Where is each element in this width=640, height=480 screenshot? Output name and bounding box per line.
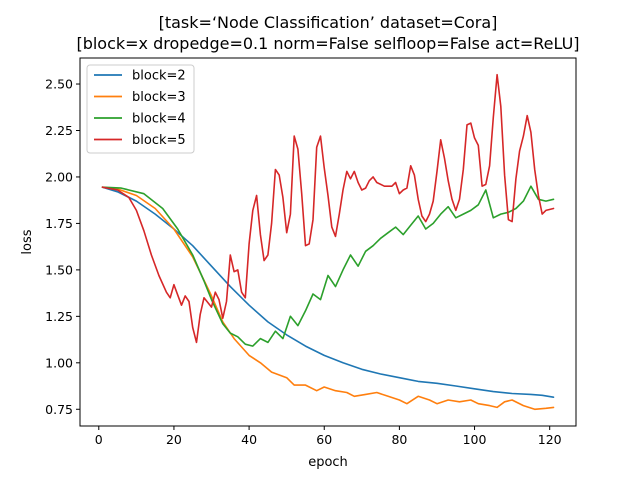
x-tick-label: 0 <box>95 432 103 447</box>
y-tick-label: 2.00 <box>45 169 73 184</box>
plot-frame <box>79 57 577 427</box>
series-line-block-2 <box>101 186 555 398</box>
y-tick-label: 1.00 <box>45 355 73 370</box>
y-tick-label: 2.25 <box>45 123 73 138</box>
y-axis-ticks: 0.75 1.00 1.25 1.50 1.75 2.00 2.25 2.50 <box>45 77 80 417</box>
series-line-block-5 <box>101 73 555 344</box>
chart-title: [task=‘Node Classification’ dataset=Cora… <box>159 13 498 32</box>
y-axis-label: loss <box>20 229 35 254</box>
x-tick-label: 80 <box>391 432 407 447</box>
chart-subtitle: [block=x dropedge=0.1 norm=False selfloo… <box>76 34 579 53</box>
x-tick-label: 40 <box>241 432 257 447</box>
legend: block=2 block=3 block=4 block=5 <box>86 64 195 154</box>
y-tick-label: 0.75 <box>45 402 73 417</box>
x-tick-label: 20 <box>166 432 182 447</box>
series-line-block-3 <box>101 186 555 411</box>
legend-box <box>86 64 195 154</box>
y-tick-label: 1.50 <box>45 262 73 277</box>
legend-label: block=4 <box>132 112 186 127</box>
x-tick-label: 120 <box>538 432 562 447</box>
series-line-block-4 <box>101 185 555 347</box>
legend-label: block=5 <box>132 133 186 148</box>
x-tick-label: 100 <box>463 432 487 447</box>
x-axis-label: epoch <box>308 455 348 470</box>
x-tick-label: 60 <box>316 432 332 447</box>
x-axis-ticks: 0 20 40 60 80 100 120 <box>95 426 562 447</box>
y-tick-label: 2.50 <box>45 77 73 92</box>
legend-label: block=2 <box>132 69 186 84</box>
y-tick-label: 1.75 <box>45 216 73 231</box>
legend-label: block=3 <box>132 90 186 105</box>
y-tick-label: 1.25 <box>45 309 73 324</box>
series-lines <box>101 73 555 411</box>
